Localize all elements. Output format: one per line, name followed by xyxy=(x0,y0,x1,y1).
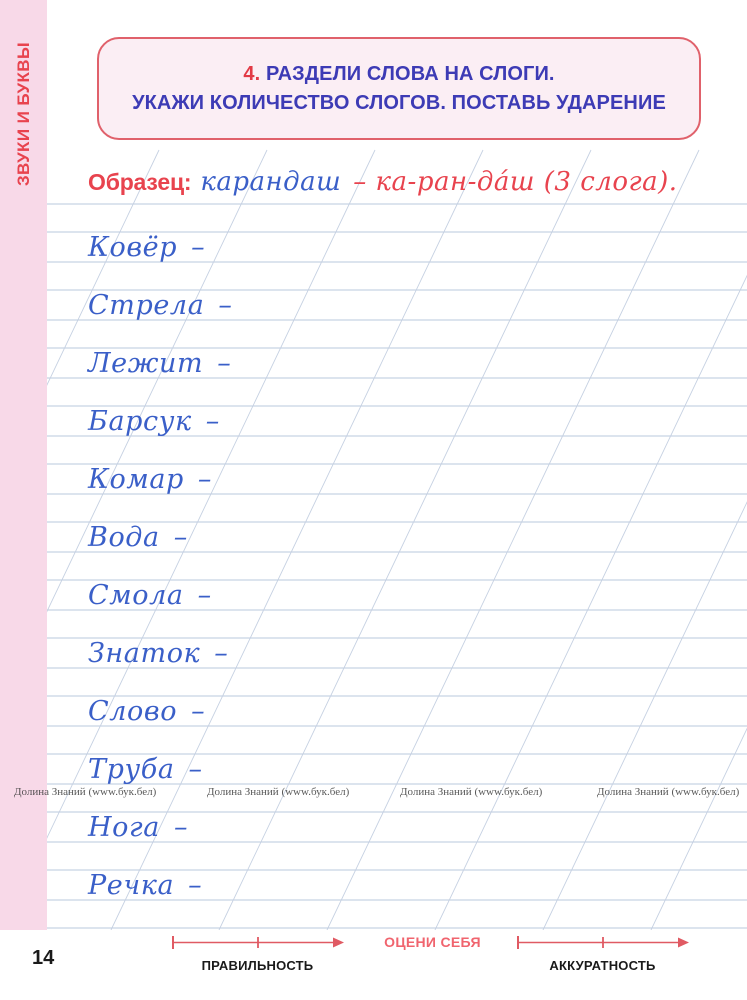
sample-word: карандаш xyxy=(200,167,342,197)
word-text: Лежит xyxy=(88,348,204,379)
word-answer-dash: – xyxy=(191,696,205,727)
sample-label: Образец: xyxy=(88,169,192,195)
word-text: Смола xyxy=(88,580,184,611)
task-line-2: УКАЖИ КОЛИЧЕСТВО СЛОГОВ. ПОСТАВЬ УДАРЕНИ… xyxy=(132,91,666,114)
ruling-svg xyxy=(47,149,747,930)
correctness-label: ПРАВИЛЬНОСТЬ xyxy=(201,958,314,973)
task-header-box: 4. РАЗДЕЛИ СЛОВА НА СЛОГИ. УКАЖИ КОЛИЧЕС… xyxy=(97,37,701,140)
self-assessment-bar: ПРАВИЛЬНОСТЬ ОЦЕНИ СЕБЯ АККУРАТНОСТЬ xyxy=(170,932,690,988)
word-text: Барсук xyxy=(88,406,192,437)
section-title: ЗВУКИ И БУКВЫ xyxy=(14,42,33,186)
word-answer-dash: – xyxy=(218,290,232,321)
word-row: Речка – xyxy=(88,870,202,901)
ruled-paper-background xyxy=(47,0,747,930)
word-text: Комар xyxy=(88,464,184,495)
word-row: Ковёр – xyxy=(88,232,205,263)
word-text: Знаток xyxy=(88,638,201,669)
sample-answer: – ка-ран-да́ш (3 слога). xyxy=(353,167,678,197)
word-text: Ковёр xyxy=(88,232,178,263)
task-instruction-1: РАЗДЕЛИ СЛОВА НА СЛОГИ. xyxy=(265,62,555,85)
word-row: Вода – xyxy=(88,522,187,553)
word-answer-dash: – xyxy=(173,812,188,843)
word-row: Лежит – xyxy=(88,348,231,379)
word-text: Вода xyxy=(88,522,160,553)
word-answer-dash: – xyxy=(214,638,228,669)
correctness-scale-arrow[interactable] xyxy=(170,932,345,954)
neatness-label: АККУРАТНОСТЬ xyxy=(549,958,656,973)
neatness-scale-arrow[interactable] xyxy=(515,932,690,954)
word-text: Стрела xyxy=(88,290,205,321)
word-text: Речка xyxy=(88,870,175,901)
task-number: 4. xyxy=(243,62,261,85)
word-answer-dash: – xyxy=(173,522,188,553)
word-answer-dash: – xyxy=(191,232,205,263)
word-text: Нога xyxy=(88,812,160,843)
assess-title: ОЦЕНИ СЕБЯ xyxy=(384,934,481,950)
sample-row: Образец: карандаш – ка-ран-да́ш (3 слога… xyxy=(88,167,678,197)
page-number: 14 xyxy=(32,947,55,969)
word-row: Барсук – xyxy=(88,406,219,437)
word-answer-dash: – xyxy=(197,580,212,611)
watermark: Долина Знаний (www.бук.бел) xyxy=(207,786,350,798)
word-answer-dash: – xyxy=(205,406,220,437)
word-row: Слово – xyxy=(88,696,205,727)
watermark: Долина Знаний (www.бук.бел) xyxy=(14,786,157,798)
word-text: Труба xyxy=(88,754,175,785)
word-row: Нога – xyxy=(88,812,187,843)
section-side-band: ЗВУКИ И БУКВЫ xyxy=(0,0,47,930)
word-row: Смола – xyxy=(88,580,211,611)
watermark: Долина Знаний (www.бук.бел) xyxy=(597,786,740,798)
word-answer-dash: – xyxy=(197,464,212,495)
task-line-1: 4. РАЗДЕЛИ СЛОВА НА СЛОГИ. xyxy=(243,60,554,89)
word-answer-dash: – xyxy=(217,348,231,379)
word-row: Труба – xyxy=(88,754,202,785)
word-text: Слово xyxy=(88,696,178,727)
word-answer-dash: – xyxy=(188,870,202,901)
watermark: Долина Знаний (www.бук.бел) xyxy=(400,786,543,798)
word-row: Стрела – xyxy=(88,290,232,321)
word-row: Знаток – xyxy=(88,638,228,669)
word-row: Комар – xyxy=(88,464,211,495)
word-answer-dash: – xyxy=(188,754,203,785)
